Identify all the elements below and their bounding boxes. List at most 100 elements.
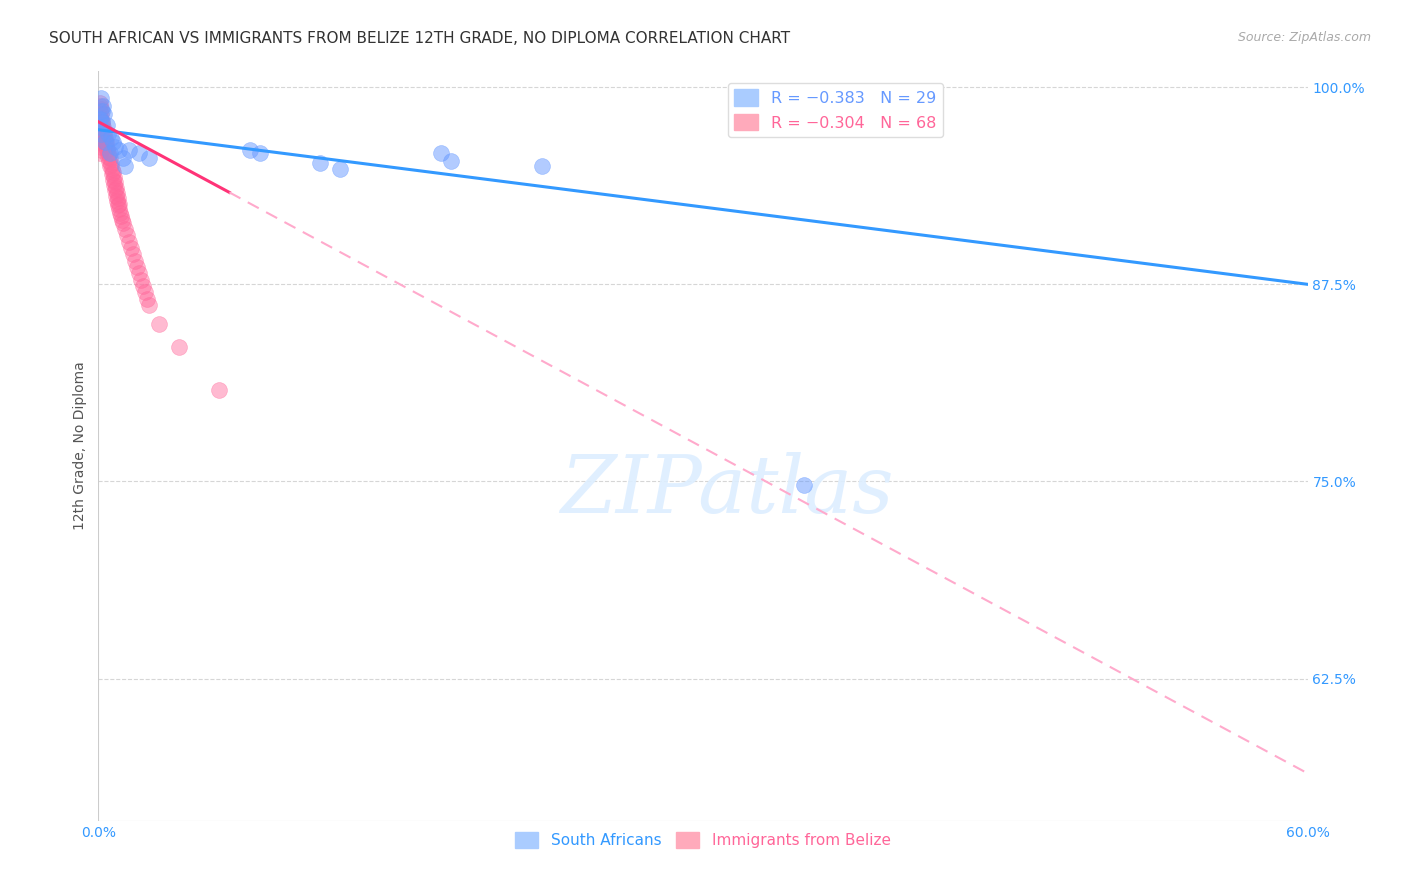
Point — [89, 146, 111, 161]
Point — [107, 190, 129, 204]
Point — [100, 157, 122, 171]
Point — [114, 159, 136, 173]
Point — [132, 279, 155, 293]
Point — [91, 115, 114, 129]
Point — [114, 222, 136, 236]
Point — [128, 266, 150, 280]
Point — [90, 120, 112, 134]
Point — [91, 118, 114, 132]
Point — [138, 151, 160, 165]
Point — [98, 159, 121, 173]
Point — [97, 128, 120, 142]
Point — [125, 260, 148, 274]
Point — [91, 115, 114, 129]
Point — [97, 149, 120, 163]
Point — [430, 146, 453, 161]
Point — [90, 107, 112, 121]
Point — [93, 107, 115, 121]
Point — [91, 130, 114, 145]
Point — [90, 91, 112, 105]
Point — [105, 194, 128, 208]
Point — [107, 143, 129, 157]
Point — [103, 178, 125, 192]
Point — [107, 197, 129, 211]
Point — [100, 162, 122, 177]
Point — [167, 340, 190, 354]
Point — [101, 136, 124, 150]
Point — [103, 169, 125, 184]
Point — [93, 124, 115, 138]
Point — [96, 118, 118, 132]
Point — [94, 134, 117, 148]
Point — [104, 181, 127, 195]
Legend: South Africans, Immigrants from Belize: South Africans, Immigrants from Belize — [509, 826, 897, 855]
Point — [90, 143, 112, 157]
Point — [134, 285, 156, 300]
Point — [105, 186, 128, 200]
Point — [89, 124, 111, 138]
Point — [98, 146, 121, 161]
Point — [89, 99, 111, 113]
Point — [97, 146, 120, 161]
Point — [309, 156, 332, 170]
Point — [96, 143, 118, 157]
Point — [108, 206, 131, 220]
Point — [118, 143, 141, 157]
Point — [105, 189, 128, 203]
Point — [89, 112, 111, 126]
Point — [93, 120, 115, 134]
Text: ZIPatlas: ZIPatlas — [561, 452, 894, 530]
Point — [530, 159, 553, 173]
Point — [120, 241, 142, 255]
Point — [91, 103, 114, 118]
Point — [103, 175, 125, 189]
Point — [111, 216, 134, 230]
Point — [111, 151, 134, 165]
Point — [148, 317, 170, 331]
Point — [110, 210, 132, 224]
Point — [440, 154, 463, 169]
Point — [89, 120, 111, 134]
Point — [97, 154, 120, 169]
Point — [104, 183, 127, 197]
Point — [94, 130, 117, 145]
Text: SOUTH AFRICAN VS IMMIGRANTS FROM BELIZE 12TH GRADE, NO DIPLOMA CORRELATION CHART: SOUTH AFRICAN VS IMMIGRANTS FROM BELIZE … — [49, 31, 790, 46]
Point — [93, 128, 115, 142]
Point — [793, 477, 815, 491]
Point — [98, 151, 121, 165]
Point — [103, 140, 125, 154]
Point — [249, 146, 271, 161]
Point — [128, 146, 150, 161]
Point — [94, 136, 117, 150]
Point — [107, 202, 129, 216]
Point — [90, 102, 112, 116]
Point — [329, 162, 352, 177]
Point — [100, 130, 122, 145]
Point — [90, 128, 112, 142]
Point — [93, 99, 115, 113]
Point — [129, 272, 152, 286]
Point — [96, 142, 118, 156]
Point — [115, 228, 138, 243]
Point — [94, 138, 117, 153]
Point — [101, 165, 124, 179]
Point — [89, 95, 111, 110]
Point — [107, 198, 129, 212]
Point — [138, 298, 160, 312]
Point — [135, 292, 157, 306]
Point — [91, 122, 114, 136]
Point — [89, 136, 111, 150]
Point — [101, 167, 124, 181]
Point — [239, 143, 262, 157]
Point — [110, 212, 132, 227]
Point — [101, 173, 124, 187]
Y-axis label: 12th Grade, No Diploma: 12th Grade, No Diploma — [73, 361, 87, 531]
Point — [208, 383, 231, 397]
Point — [124, 253, 146, 268]
Point — [121, 247, 143, 261]
Point — [118, 235, 141, 249]
Text: Source: ZipAtlas.com: Source: ZipAtlas.com — [1237, 31, 1371, 45]
Point — [96, 136, 118, 150]
Point — [90, 112, 112, 126]
Point — [89, 110, 111, 124]
